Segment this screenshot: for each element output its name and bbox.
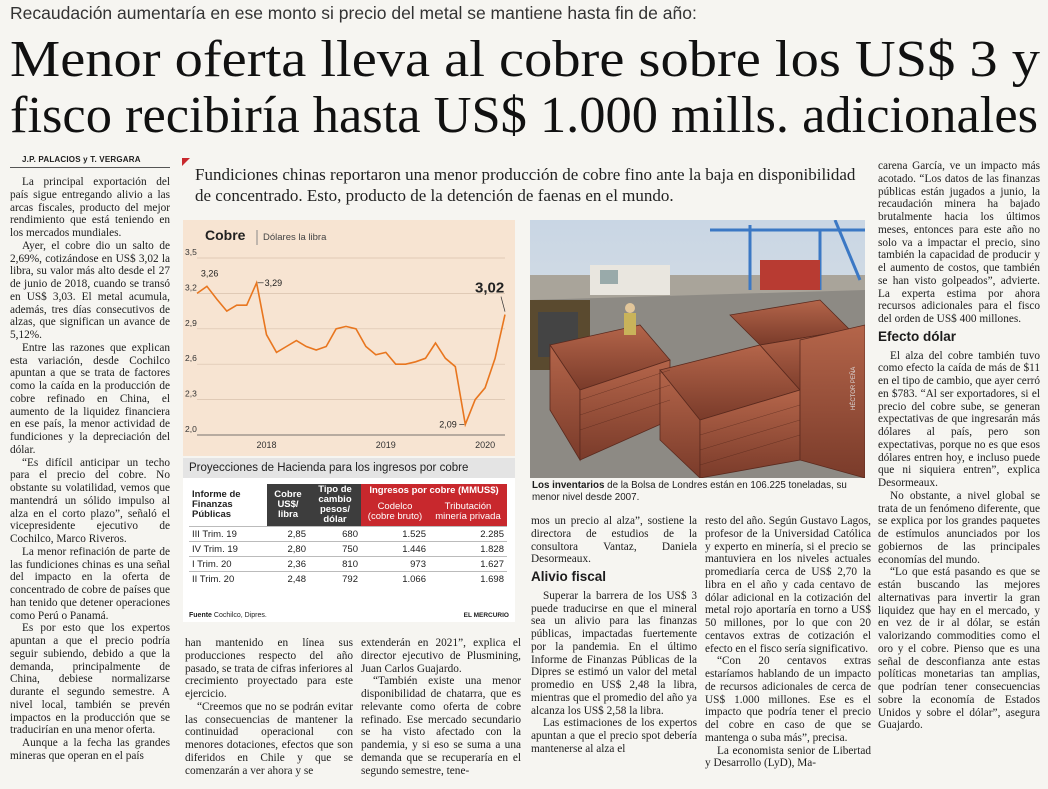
- paragraph: La principal exportación del país sigue …: [10, 176, 170, 239]
- table-cell: 973: [361, 556, 429, 572]
- table: Proyecciones de Hacienda para los ingres…: [183, 458, 515, 622]
- source: Cochilco, Dipres.: [213, 612, 267, 619]
- deck-marker: [182, 158, 190, 166]
- table-row: IV Trim. 19 2,80 750 1.446 1.828: [189, 541, 507, 557]
- table-cell: 680: [309, 526, 361, 542]
- source-label: Fuente: [189, 612, 212, 619]
- paragraph: No obstante, a nivel global se trata de …: [878, 489, 1040, 566]
- table-cell: 1.066: [361, 571, 429, 586]
- headline-line: fisco recibiría hasta US$ 1.000 mills. a…: [10, 87, 1038, 144]
- paragraph: Superar la barrera de los US$ 3 puede tr…: [531, 589, 697, 717]
- table-cell: 2,85: [267, 526, 309, 542]
- photo: [530, 220, 865, 478]
- paragraph: La economista senior de Libertad y Desar…: [705, 744, 871, 770]
- table-header: Tributación minería privada: [429, 498, 507, 527]
- y-tick-label: 3,2: [185, 282, 197, 292]
- x-tick-label: 2020: [475, 440, 495, 450]
- table-cell: 1.698: [429, 571, 507, 586]
- table-cell: IV Trim. 19: [189, 541, 267, 557]
- text-column: mos un precio al alza”, sostiene la dire…: [531, 515, 697, 789]
- rule: [10, 167, 170, 168]
- paragraph: mos un precio al alza”, sostiene la dire…: [531, 515, 697, 566]
- subheading: Alivio fiscal: [531, 569, 607, 584]
- value-label: 2,09: [439, 419, 457, 429]
- paragraph: Aunque a la fecha las grandes mineras qu…: [10, 737, 170, 762]
- paragraph: “También existe una menor disponibilidad…: [361, 675, 521, 777]
- table-header: Cobre US$/ libra: [267, 484, 309, 527]
- subheading: Efecto dólar: [878, 328, 957, 344]
- deck: Fundiciones chinas reportaron una menor …: [195, 165, 856, 205]
- text-column: La principal exportación del país sigue …: [10, 176, 170, 789]
- x-tick-label: 2018: [257, 440, 277, 450]
- paragraph: Es por esto que los expertos apuntan a q…: [10, 622, 170, 737]
- photo-credit: HÉCTOR PEÑA: [851, 366, 857, 410]
- text-column: han mantenido en línea sus producciones …: [185, 637, 353, 789]
- x-tick-label: 2019: [376, 440, 396, 450]
- kicker: Recaudación aumentaría en ese monto si p…: [10, 3, 697, 23]
- value-label: 3,26: [201, 268, 219, 278]
- chart-subtitle: Dólares la libra: [263, 232, 327, 243]
- text-column: resto del año. Según Gustavo Lagos, prof…: [705, 515, 871, 789]
- paragraph: Entre las razones que explican esta vari…: [10, 341, 170, 456]
- y-tick-label: 3,5: [185, 247, 197, 257]
- headline-line: Menor oferta lleva al cobre sobre los US…: [10, 31, 1040, 88]
- table-source: Fuente Cochilco, Dipres.: [189, 612, 267, 619]
- table-cell: 1.828: [429, 541, 507, 557]
- paragraph: La menor refinación de parte de las fund…: [10, 545, 170, 622]
- caption-lead: Los inventarios: [532, 480, 605, 491]
- table-row: I Trim. 20 2,36 810 973 1.627: [189, 556, 507, 572]
- paragraph: carena García, ve un impacto más acotado…: [878, 160, 1040, 325]
- table-cell: 2,36: [267, 556, 309, 572]
- y-tick-label: 2,3: [185, 389, 197, 399]
- paragraph: han mantenido en línea sus producciones …: [185, 637, 353, 700]
- paragraph: Las estimaciones de los expertos apuntan…: [531, 717, 697, 755]
- paragraph: “Lo que está pasando es que se están bus…: [878, 566, 1040, 732]
- table-cell: 750: [309, 541, 361, 557]
- table-row: III Trim. 19 2,85 680 1.525 2.285: [189, 526, 507, 542]
- pointer: [500, 296, 506, 312]
- price-line: [196, 280, 506, 428]
- table-header: Tipo de cambio pesos/ dólar: [309, 484, 361, 527]
- caption-text: de la Bolsa de Londres están en 106.225 …: [532, 480, 847, 503]
- table-header: Codelco (cobre bruto): [361, 498, 429, 527]
- value-label: 3,02: [475, 280, 504, 297]
- table-cell: 1.627: [429, 556, 507, 572]
- byline: J.P. PALACIOS y T. VERGARA: [22, 155, 141, 164]
- table-cell: 2.285: [429, 526, 507, 542]
- table-title: Proyecciones de Hacienda para los ingres…: [183, 458, 515, 478]
- table-cell: 2,80: [267, 541, 309, 557]
- table-header: Informe de Finanzas Públicas: [192, 489, 241, 520]
- table-row: II Trim. 20 2,48 792 1.066 1.698: [189, 571, 507, 586]
- text-column: extenderán en 2021”, explica el director…: [361, 637, 521, 789]
- paragraph: resto del año. Según Gustavo Lagos, prof…: [705, 515, 871, 655]
- table-cell: III Trim. 19: [189, 526, 267, 542]
- paragraph: Ayer, el cobre dio un salto de 2,69%, co…: [10, 239, 170, 341]
- photo-caption: Los inventarios de la Bolsa de Londres e…: [532, 480, 864, 504]
- table-header: Ingresos por cobre (MMUS$): [361, 484, 507, 499]
- paragraph: “Con 20 centavos extras estaríamos habla…: [705, 655, 871, 744]
- y-tick-label: 2,0: [185, 424, 197, 434]
- y-tick-label: 2,6: [185, 353, 197, 363]
- paragraph: “Creemos que no se podrán evitar las con…: [185, 700, 353, 777]
- paragraph: extenderán en 2021”, explica el director…: [361, 637, 521, 675]
- table-cell: 810: [309, 556, 361, 572]
- paragraph: El alza del cobre también tuvo como efec…: [878, 349, 1040, 490]
- text-column: carena García, ve un impacto más acotado…: [878, 160, 1040, 789]
- chart-background: [183, 220, 515, 456]
- table-cell: 1.446: [361, 541, 429, 557]
- table-cell: I Trim. 20: [189, 556, 267, 572]
- chart: Cobre Dólares la libra 2,0 2,3 2,6 2,9 3,2 3,…: [183, 220, 515, 456]
- paragraph: “Es difícil anticipar un techo para el p…: [10, 456, 170, 546]
- table-cell: 792: [309, 571, 361, 586]
- value-label: 3,29: [265, 278, 283, 288]
- y-tick-label: 2,9: [185, 318, 197, 328]
- table-cell: II Trim. 20: [189, 571, 267, 586]
- chart-title: Cobre: [205, 227, 246, 243]
- table-credit: EL MERCURIO: [463, 612, 509, 619]
- table-cell: 2,48: [267, 571, 309, 586]
- table-grid: Informe de Finanzas Públicas Cobre US$/ …: [189, 484, 507, 586]
- headline: Menor oferta lleva al cobre sobre los US…: [10, 31, 1040, 144]
- table-cell: 1.525: [361, 526, 429, 542]
